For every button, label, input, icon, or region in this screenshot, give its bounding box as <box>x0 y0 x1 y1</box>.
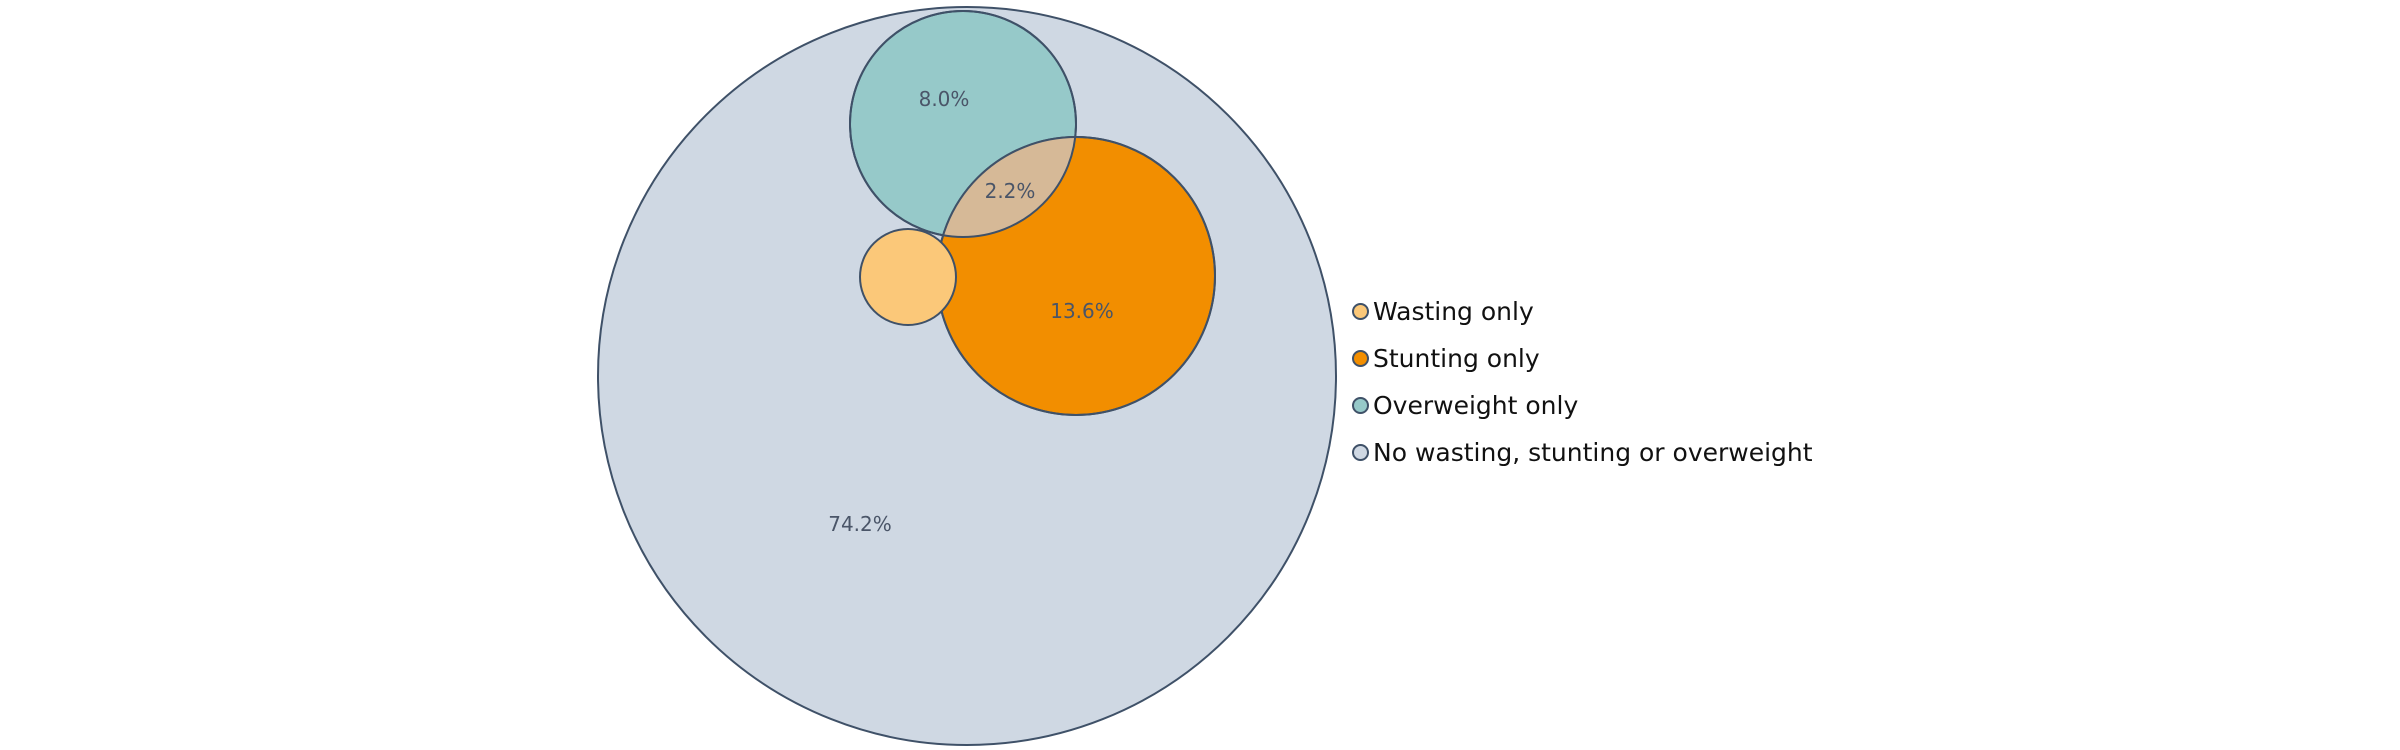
legend-swatch-wasting <box>1352 303 1369 320</box>
wasting-circle <box>860 229 956 325</box>
region-label-overweight: 8.0% <box>919 87 970 111</box>
legend-item-wasting: Wasting only <box>1352 288 1813 335</box>
legend-item-no-condition: No wasting, stunting or overweight <box>1352 429 1813 476</box>
region-label-no-condition: 74.2% <box>828 512 892 536</box>
legend-swatch-overweight <box>1352 397 1369 414</box>
region-label-overlap: 2.2% <box>985 179 1036 203</box>
legend-label-wasting: Wasting only <box>1373 297 1534 326</box>
legend-item-stunting: Stunting only <box>1352 335 1813 382</box>
legend-swatch-no-condition <box>1352 444 1369 461</box>
legend-label-overweight: Overweight only <box>1373 391 1578 420</box>
legend-swatch-stunting <box>1352 350 1369 367</box>
legend-label-no-condition: No wasting, stunting or overweight <box>1373 438 1813 467</box>
legend-item-overweight: Overweight only <box>1352 382 1813 429</box>
legend-label-stunting: Stunting only <box>1373 344 1540 373</box>
region-label-stunting: 13.6% <box>1050 299 1114 323</box>
legend: Wasting only Stunting only Overweight on… <box>1352 288 1813 476</box>
